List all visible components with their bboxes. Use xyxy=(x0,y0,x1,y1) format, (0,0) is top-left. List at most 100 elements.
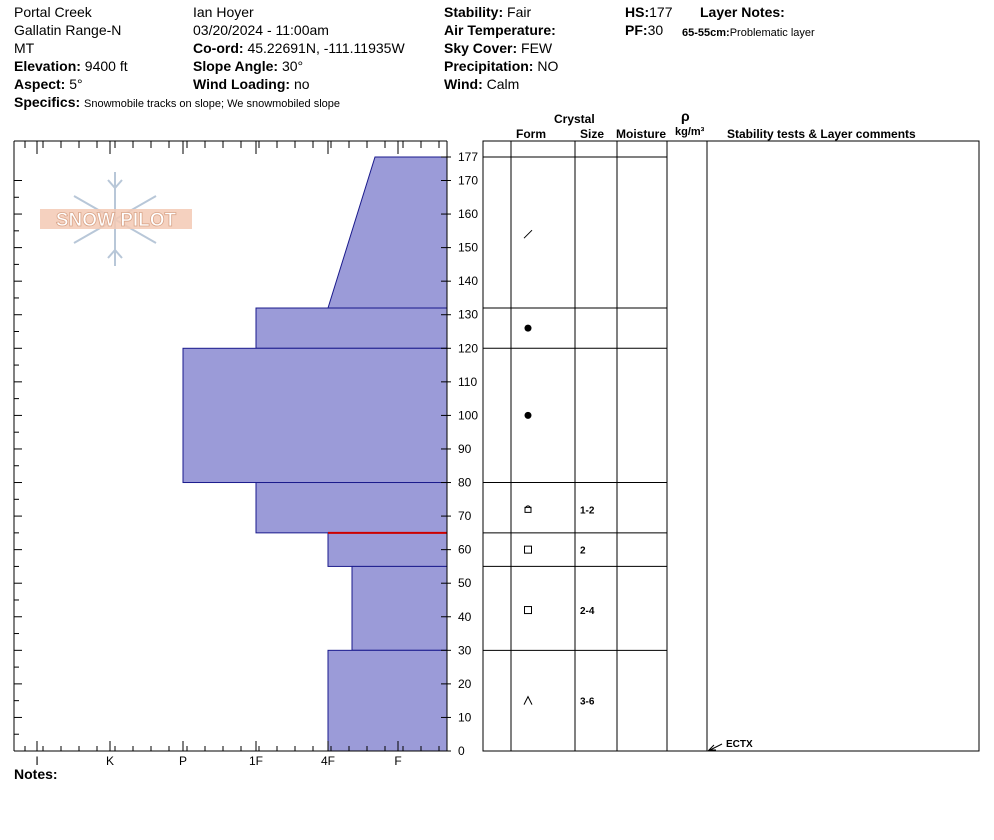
precip-particles-icon xyxy=(523,229,533,239)
height-tick-label: 150 xyxy=(458,241,478,255)
melt-freeze-icon xyxy=(524,324,532,332)
moisture-heading: Moisture xyxy=(616,127,667,141)
hardness-tick-label: 1F xyxy=(249,754,263,768)
hardness-frame xyxy=(13,140,448,752)
range: Gallatin Range-N xyxy=(14,22,122,38)
crystal-table xyxy=(482,140,980,752)
aspect-label: Aspect: xyxy=(14,76,66,92)
snow-height: HS:177 xyxy=(625,3,672,21)
height-tick-label: 110 xyxy=(458,375,477,389)
wind-loading-label: Wind Loading: xyxy=(193,76,291,92)
height-axis: 0 10 20 30 40 50 60 70 80 90 100 110 120 130 140 150 160… xyxy=(441,150,478,758)
height-tick-label: 130 xyxy=(458,308,478,322)
slope-angle: Slope Angle: 30° xyxy=(193,57,303,75)
wind: Wind: Calm xyxy=(444,75,519,93)
aspect: Aspect: 5° xyxy=(14,75,83,93)
grain-form-symbols: 1-2 2 2-4 3-6 xyxy=(523,229,595,708)
layer-note-text: Problematic layer xyxy=(729,27,815,39)
coordinates: Co-ord: 45.22691N, -111.11935W xyxy=(193,39,405,57)
form-heading: Form xyxy=(516,127,546,141)
elevation-value: 9400 ft xyxy=(84,58,128,74)
snow-pilot-logo-text: SNOW PILOT xyxy=(56,210,177,231)
penetration-foot: PF:30 xyxy=(625,21,663,39)
precipitation: Precipitation: NO xyxy=(444,57,558,75)
faceted-icon xyxy=(524,545,532,554)
layer-note: 65-55cm:Problematic layer xyxy=(682,22,815,42)
faceted-icon xyxy=(524,606,532,615)
size-heading: Size xyxy=(580,127,605,141)
hardness-tick-label: 4F xyxy=(321,754,335,768)
stability-tests-heading: Stability tests & Layer comments xyxy=(727,127,916,141)
arrow-icon xyxy=(707,744,716,751)
stability-label: Stability: xyxy=(444,4,504,20)
slope-label: Slope Angle: xyxy=(193,58,279,74)
density-unit: kg/m³ xyxy=(675,126,705,138)
air-temp-label: Air Temperature: xyxy=(444,22,556,38)
location: Portal Creek xyxy=(14,4,92,20)
wind-label: Wind: xyxy=(444,76,483,92)
height-tick-label: 170 xyxy=(458,173,478,187)
hs-label: HS: xyxy=(625,4,650,20)
layer-note-range: 65-55cm: xyxy=(682,27,730,39)
height-tick-label: 80 xyxy=(458,476,472,490)
height-tick-label: 30 xyxy=(458,643,472,657)
precip-value: NO xyxy=(537,58,559,74)
stability-test-pointer xyxy=(709,743,723,751)
grain-size-label: 2-4 xyxy=(580,606,595,617)
hardness-tick-label: K xyxy=(106,754,114,768)
hardness-layer-6 xyxy=(327,649,448,752)
grain-size-label: 2 xyxy=(580,546,586,557)
height-tick-label: 100 xyxy=(458,408,478,422)
rounding-faceted-arc xyxy=(524,505,532,509)
elevation: Elevation: 9400 ft xyxy=(14,57,128,75)
notes-label: Notes: xyxy=(14,766,58,782)
hardness-layer-5 xyxy=(351,565,448,651)
height-tick-label: 120 xyxy=(458,341,478,355)
aspect-value: 5° xyxy=(69,76,83,92)
height-tick-label: 50 xyxy=(458,576,472,590)
hs-value: 177 xyxy=(649,4,673,20)
hardness-layer-3 xyxy=(255,482,448,534)
sky-label: Sky Cover: xyxy=(444,40,518,56)
wind-loading: Wind Loading: no xyxy=(193,75,310,93)
melt-freeze-icon xyxy=(524,411,532,419)
hardness-layer-0 xyxy=(327,156,448,309)
grain-size-label: 3-6 xyxy=(580,697,595,708)
height-tick-label: 40 xyxy=(458,610,472,624)
stability-test-label: ECTX xyxy=(726,739,753,750)
stability: Stability: Fair xyxy=(444,3,531,21)
height-tick-label: 160 xyxy=(458,207,478,221)
wind-value: Calm xyxy=(486,76,520,92)
hardness-axis: I K P 1F 4F F xyxy=(35,754,401,768)
sky-cover: Sky Cover: FEW xyxy=(444,39,552,57)
observer: Ian Hoyer xyxy=(193,4,254,20)
height-tick-label: 10 xyxy=(458,710,472,724)
specifics-label: Specifics: xyxy=(14,94,81,110)
slope-value: 30° xyxy=(281,58,304,74)
sky-value: FEW xyxy=(521,40,553,56)
hardness-tick-label: F xyxy=(394,754,401,768)
coord-value: 45.22691N, -111.11935W xyxy=(247,40,405,56)
hardness-layer-4 xyxy=(327,532,448,567)
height-tick-label: 140 xyxy=(458,274,478,288)
wind-loading-value: no xyxy=(293,76,310,92)
rounding-faceted-icon xyxy=(524,506,532,513)
air-temperature: Air Temperature: xyxy=(444,21,556,39)
state: MT xyxy=(14,40,35,56)
hardness-profile xyxy=(182,156,448,752)
height-tick-label: 20 xyxy=(458,677,472,691)
specifics-value: Snowmobile tracks on slope; We snowmobil… xyxy=(84,98,341,110)
crystal-heading: Crystal xyxy=(554,112,595,126)
precip-label: Precipitation: xyxy=(444,58,534,74)
specifics: Specifics: Snowmobile tracks on slope; W… xyxy=(14,93,340,113)
hardness-tick-label: P xyxy=(179,754,187,768)
depth-hoar-icon xyxy=(523,695,533,705)
pf-label: PF: xyxy=(625,22,648,38)
hardness-tick-label: I xyxy=(35,754,38,768)
hardness-layer-2 xyxy=(182,347,448,484)
table-border xyxy=(482,140,980,752)
rho-heading: ρ xyxy=(681,108,690,124)
stability-value: Fair xyxy=(507,4,532,20)
elevation-label: Elevation: xyxy=(14,58,81,74)
